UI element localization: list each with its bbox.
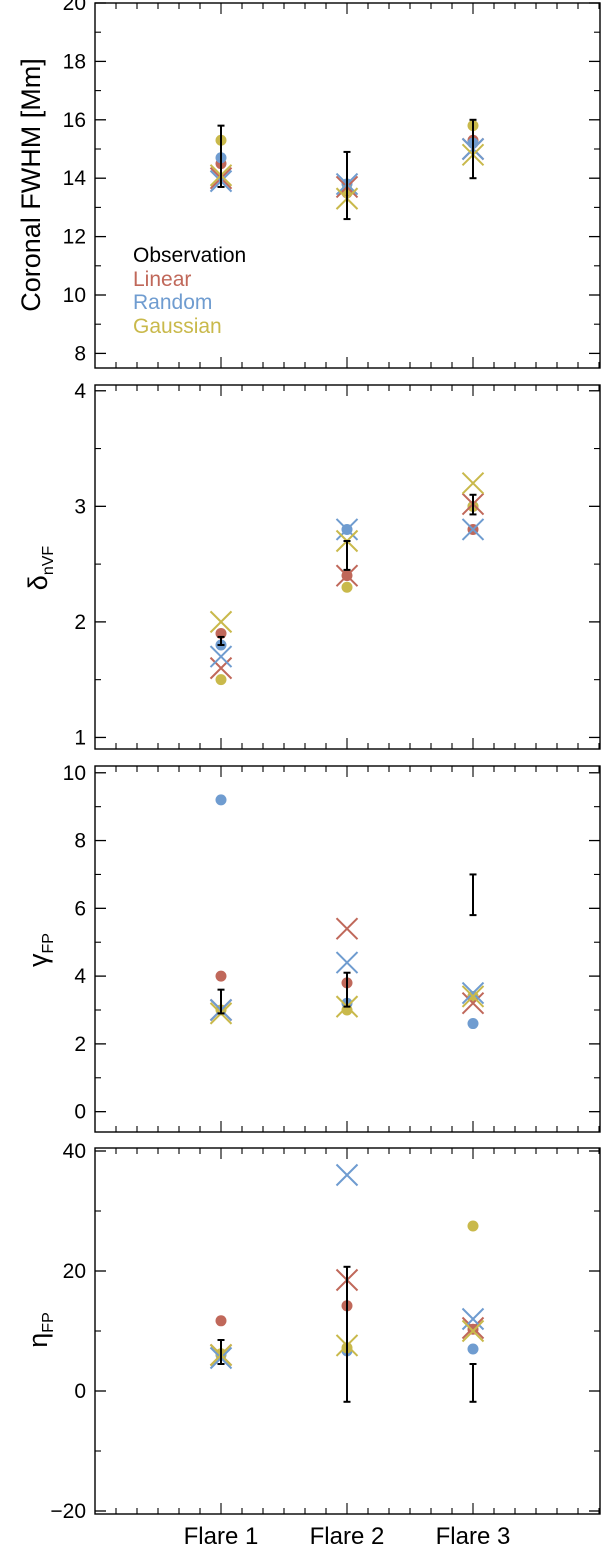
point-random-x xyxy=(209,645,233,668)
y-tick-label: 40 xyxy=(63,1140,86,1163)
point-linear-x xyxy=(461,1316,485,1340)
category-label-flare-3: Flare 3 xyxy=(436,1523,511,1550)
point-linear-x xyxy=(209,656,233,680)
point-gaussian-x xyxy=(461,1319,485,1343)
y-axis-subscript: nVF xyxy=(40,546,57,576)
point-random-x xyxy=(461,1307,485,1331)
y-tick-label: 18 xyxy=(63,50,86,73)
point-random-x xyxy=(461,518,485,541)
point-random-circle xyxy=(467,1018,479,1030)
y-tick-label: 8 xyxy=(74,830,86,853)
y-tick-label: 1 xyxy=(74,726,86,749)
category-label-flare-1: Flare 1 xyxy=(184,1523,259,1550)
point-gaussian-x xyxy=(461,985,485,1008)
y-tick-label: 10 xyxy=(63,284,86,307)
point-random-x xyxy=(335,1163,359,1187)
y-axis-symbol: η xyxy=(23,1333,53,1348)
y-tick-label: 3 xyxy=(74,495,86,518)
point-gaussian-circle xyxy=(341,581,353,593)
point-gaussian-circle xyxy=(467,1220,479,1232)
y-tick-label: 4 xyxy=(74,965,86,988)
legend-observation: Observation xyxy=(133,244,246,267)
y-tick-label: 12 xyxy=(63,226,86,249)
legend-linear: Linear xyxy=(133,268,191,291)
y-axis-symbol: δ xyxy=(23,575,53,590)
point-gaussian-x xyxy=(461,472,485,495)
legend-random: Random xyxy=(133,291,212,314)
legend: Observation Linear Random Gaussian xyxy=(133,244,246,338)
y-axis-title: ηFP xyxy=(23,1312,57,1347)
point-random-x xyxy=(335,951,359,974)
point-random-circle xyxy=(467,1343,479,1355)
y-axis-subscript: FP xyxy=(40,933,57,953)
point-linear-x xyxy=(335,564,359,587)
y-tick-label: −20 xyxy=(50,1500,86,1523)
y-tick-label: 2 xyxy=(74,611,86,634)
y-tick-label: 8 xyxy=(74,342,86,365)
y-axis-subscript: FP xyxy=(40,1312,57,1332)
panel-gamma-fp: 0 2 4 6 8 10 γFP xyxy=(23,762,601,1133)
legend-gaussian: Gaussian xyxy=(133,315,222,338)
y-axis-title: Coronal FWHM [Mm] xyxy=(16,58,46,312)
y-axis-title: δnVF xyxy=(23,546,57,591)
point-linear-x xyxy=(461,992,485,1015)
y-tick-label: 4 xyxy=(74,380,86,403)
point-random-x xyxy=(335,518,359,541)
category-labels: Flare 1 Flare 2 Flare 3 xyxy=(184,1523,511,1550)
y-tick-label: 6 xyxy=(74,897,86,920)
panel-delta-nvf: 1 2 3 4 δnVF xyxy=(23,380,601,750)
panel-eta-fp: −20 0 20 40 ηFP xyxy=(23,1140,601,1523)
point-linear-circle xyxy=(215,970,227,982)
point-random-circle xyxy=(215,794,227,806)
y-tick-label: 14 xyxy=(63,167,87,190)
point-random-x xyxy=(461,981,485,1005)
point-linear-x xyxy=(335,917,359,940)
y-tick-label: 20 xyxy=(63,1260,86,1283)
y-tick-label: 0 xyxy=(74,1101,86,1124)
y-tick-label: 2 xyxy=(74,1033,86,1056)
point-gaussian-circle xyxy=(215,674,227,686)
plot-frame xyxy=(94,765,601,1133)
point-linear-circle xyxy=(215,1315,227,1327)
y-axis-symbol: γ xyxy=(23,953,53,967)
y-tick-label: 20 xyxy=(63,0,86,15)
y-tick-label: 10 xyxy=(63,762,86,785)
point-gaussian-x xyxy=(209,610,233,634)
y-axis-title: γFP xyxy=(23,933,57,967)
panel-coronal-fwhm: 8 10 12 14 16 18 20 Coronal FWHM [Mm] Observat… xyxy=(16,0,601,369)
y-tick-label: 16 xyxy=(63,109,86,132)
category-label-flare-2: Flare 2 xyxy=(310,1523,385,1550)
y-tick-label: 0 xyxy=(74,1380,86,1403)
